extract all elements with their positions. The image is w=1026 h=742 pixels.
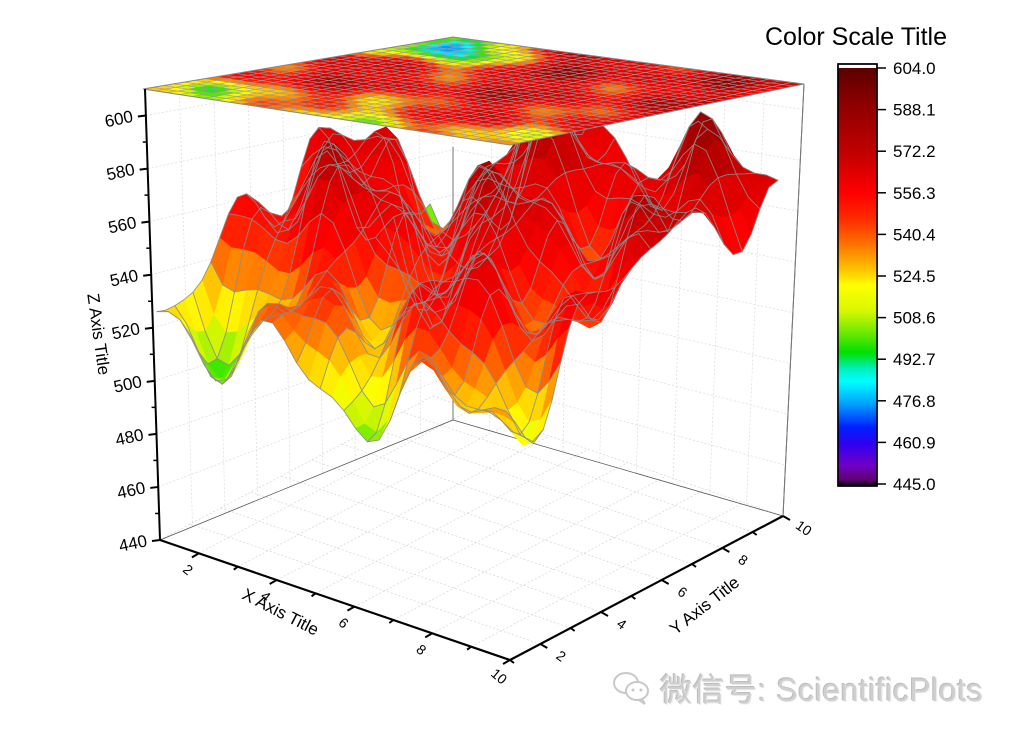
z-tick-label: 560 xyxy=(107,213,139,237)
z-tick-label: 540 xyxy=(108,266,140,290)
y-tick-label: 10 xyxy=(793,517,815,539)
axes xyxy=(144,83,805,662)
color-scale-level: 460.9 xyxy=(893,433,936,452)
color-scale-level: 492.7 xyxy=(893,350,936,369)
x-tick-label: 2 xyxy=(180,561,196,578)
color-scale-level: 445.0 xyxy=(893,475,936,494)
y-axis-title: Y Axis Title xyxy=(666,573,743,639)
color-scale-level: 540.4 xyxy=(893,225,936,244)
z-axis-title: Z Axis Title xyxy=(83,292,113,376)
watermark-text: 微信号: ScientificPlots xyxy=(660,672,983,708)
y-tick-label: 2 xyxy=(553,647,569,665)
color-scale-labels: 604.0 588.1 572.2 556.3 540.4 524.5 508.6 492.7… xyxy=(877,59,936,494)
z-axis-ticks: 440 460 480 500 520 540 560 580 600 xyxy=(103,107,161,556)
color-scale-level: 556.3 xyxy=(893,184,936,203)
color-scale-level: 572.2 xyxy=(893,142,936,161)
color-scale-title: Color Scale Title xyxy=(765,23,947,51)
z-tick-label: 520 xyxy=(110,319,142,343)
x-tick-label: 6 xyxy=(336,614,352,631)
x-axis-title: X Axis Title xyxy=(239,585,322,640)
color-scale-level: 524.5 xyxy=(893,267,936,286)
y-tick-label: 8 xyxy=(735,551,751,569)
y-tick-label: 4 xyxy=(614,615,630,633)
top-projection-plane xyxy=(142,36,805,146)
color-scale-level: 604.0 xyxy=(893,59,936,78)
watermark: 微信号: ScientificPlots xyxy=(612,668,983,708)
wechat-icon xyxy=(613,672,649,705)
color-scale-level: 588.1 xyxy=(893,101,936,120)
z-tick-label: 440 xyxy=(117,531,149,555)
y-axis-ticks: 2 4 6 8 10 xyxy=(509,515,815,665)
z-tick-label: 460 xyxy=(115,478,147,502)
color-scale-legend: Color Scale Title 604.0 588.1 572.2 556.3 54… xyxy=(765,23,947,494)
x-tick-label: 8 xyxy=(413,641,429,658)
x-tick-label: 10 xyxy=(488,665,510,687)
z-tick-label: 480 xyxy=(114,425,146,449)
y-tick-label: 6 xyxy=(675,583,691,601)
z-tick-label: 580 xyxy=(105,160,137,184)
color-scale-level: 476.8 xyxy=(893,392,936,411)
color-scale-bar xyxy=(838,68,877,486)
z-tick-label: 600 xyxy=(103,107,135,131)
color-scale-level: 508.6 xyxy=(893,309,936,328)
z-tick-label: 500 xyxy=(112,372,144,396)
